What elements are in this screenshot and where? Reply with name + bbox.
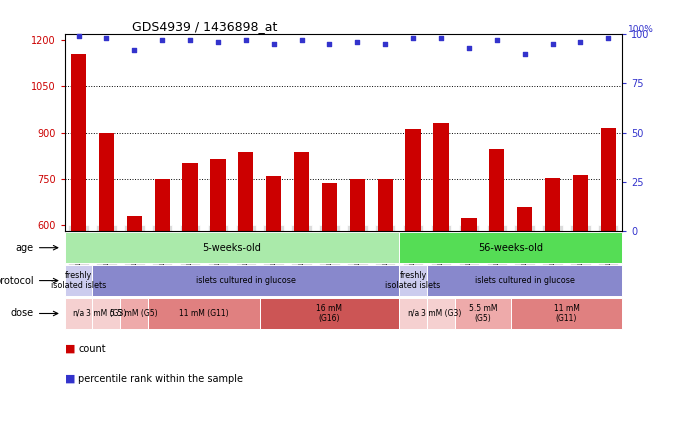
Text: dose: dose — [11, 308, 34, 319]
Text: 56-weeks-old: 56-weeks-old — [478, 243, 543, 253]
Point — [212, 38, 223, 45]
Bar — [92, 298, 120, 329]
Bar — [427, 265, 622, 296]
Bar — [71, 54, 86, 231]
Bar — [399, 265, 427, 296]
Bar — [377, 179, 393, 231]
Text: 100%: 100% — [628, 25, 653, 34]
Text: GDS4939 / 1436898_at: GDS4939 / 1436898_at — [131, 20, 277, 33]
Bar — [65, 265, 92, 296]
Text: freshly
isolated islets: freshly isolated islets — [51, 271, 106, 290]
Point — [129, 46, 140, 53]
Text: ■: ■ — [65, 374, 75, 384]
Bar — [545, 178, 560, 231]
Point — [464, 44, 475, 51]
Bar — [455, 298, 511, 329]
Point — [156, 36, 168, 43]
Bar — [322, 182, 337, 231]
Bar — [182, 163, 198, 231]
Bar — [126, 217, 142, 231]
Bar — [461, 218, 477, 231]
Bar — [260, 298, 399, 329]
Point — [352, 38, 363, 45]
Bar — [148, 298, 260, 329]
Text: n/a: n/a — [407, 309, 420, 318]
Point — [101, 34, 112, 41]
Bar — [573, 175, 588, 231]
Point — [185, 36, 196, 43]
Bar — [120, 298, 148, 329]
Point — [547, 40, 558, 47]
Bar — [399, 298, 427, 329]
Bar — [154, 179, 170, 231]
Bar — [266, 176, 282, 231]
Text: protocol: protocol — [0, 276, 34, 286]
Text: islets cultured in glucose: islets cultured in glucose — [475, 276, 575, 285]
Text: n/a: n/a — [72, 309, 85, 318]
Point — [491, 36, 502, 43]
Point — [296, 36, 307, 43]
Bar — [433, 123, 449, 231]
Bar — [405, 129, 421, 231]
Text: count: count — [78, 344, 106, 354]
Bar — [238, 152, 254, 231]
Text: 5.5 mM (G5): 5.5 mM (G5) — [110, 309, 158, 318]
Bar — [210, 159, 226, 231]
Text: 11 mM
(G11): 11 mM (G11) — [554, 304, 579, 323]
Bar — [427, 298, 455, 329]
Bar — [399, 232, 622, 263]
Bar — [600, 128, 616, 231]
Text: 3 mM (G3): 3 mM (G3) — [421, 309, 461, 318]
Bar — [511, 298, 622, 329]
Point — [602, 34, 613, 41]
Point — [575, 38, 586, 45]
Text: freshly
isolated islets: freshly isolated islets — [386, 271, 441, 290]
Bar — [65, 232, 399, 263]
Text: islets cultured in glucose: islets cultured in glucose — [196, 276, 296, 285]
Bar — [65, 298, 92, 329]
Text: age: age — [16, 243, 34, 253]
Text: 11 mM (G11): 11 mM (G11) — [180, 309, 228, 318]
Text: 5-weeks-old: 5-weeks-old — [203, 243, 261, 253]
Bar — [99, 134, 114, 231]
Point — [435, 34, 446, 41]
Text: ■: ■ — [65, 344, 75, 354]
Text: 5.5 mM
(G5): 5.5 mM (G5) — [469, 304, 497, 323]
Text: 16 mM
(G16): 16 mM (G16) — [316, 304, 343, 323]
Text: 3 mM (G3): 3 mM (G3) — [86, 309, 126, 318]
Bar — [92, 265, 399, 296]
Point — [520, 50, 530, 57]
Point — [324, 40, 335, 47]
Point — [269, 40, 279, 47]
Text: percentile rank within the sample: percentile rank within the sample — [78, 374, 243, 384]
Point — [241, 36, 252, 43]
Point — [379, 40, 390, 47]
Bar — [517, 206, 532, 231]
Point — [73, 33, 84, 39]
Point — [408, 34, 419, 41]
Bar — [489, 148, 505, 231]
Bar — [294, 152, 309, 231]
Bar — [350, 179, 365, 231]
